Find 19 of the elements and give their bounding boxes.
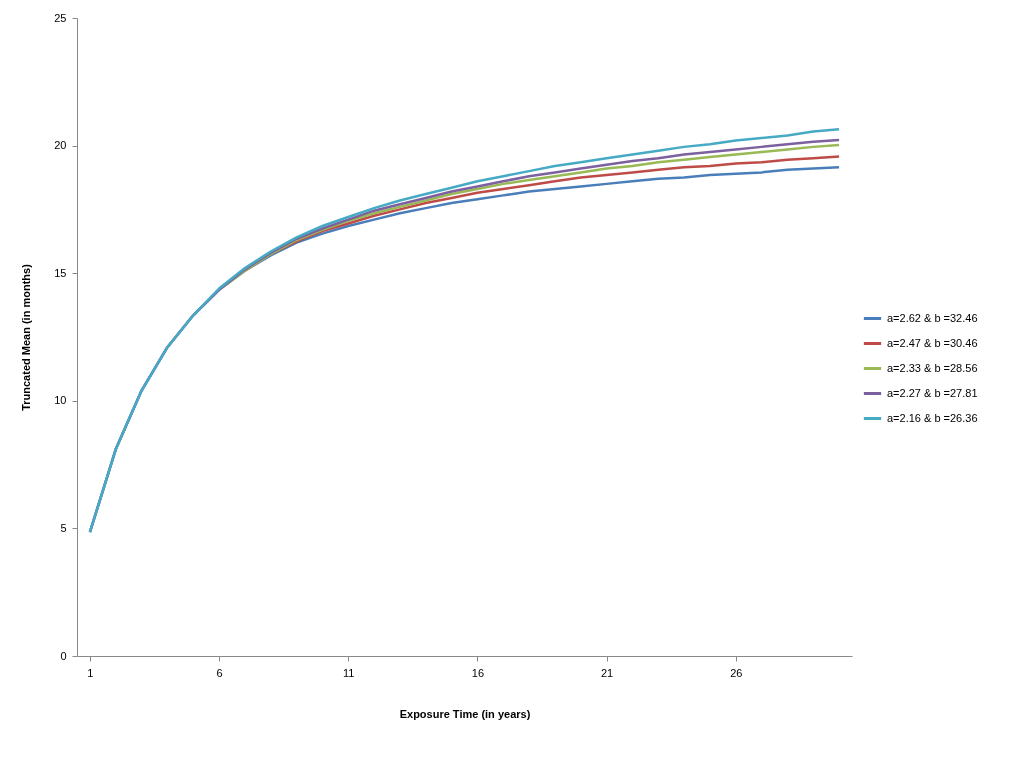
x-tick-label: 1 xyxy=(87,666,94,679)
x-tick-label: 11 xyxy=(343,666,355,679)
y-tick-label: 20 xyxy=(54,139,67,152)
legend-label: a=2.47 & b =30.46 xyxy=(887,336,978,349)
x-axis-title: Exposure Time (in years) xyxy=(399,707,531,720)
y-tick-label: 0 xyxy=(60,649,67,662)
y-tick-label: 15 xyxy=(54,266,67,279)
y-tick-label: 5 xyxy=(60,521,67,534)
x-tick-label: 16 xyxy=(471,666,485,679)
y-tick-label: 10 xyxy=(54,394,67,407)
x-tick-label: 6 xyxy=(216,666,223,679)
legend-label: a=2.62 & b =32.46 xyxy=(887,311,978,324)
y-axis-title: Truncated Mean (in months) xyxy=(20,263,33,411)
legend-label: a=2.27 & b =27.81 xyxy=(887,386,978,399)
legend-label: a=2.16 & b =26.36 xyxy=(887,411,978,424)
legend-label: a=2.33 & b =28.56 xyxy=(887,361,978,374)
x-tick-label: 21 xyxy=(600,666,614,679)
x-tick-label: 26 xyxy=(730,666,743,679)
y-tick-label: 25 xyxy=(54,11,67,24)
